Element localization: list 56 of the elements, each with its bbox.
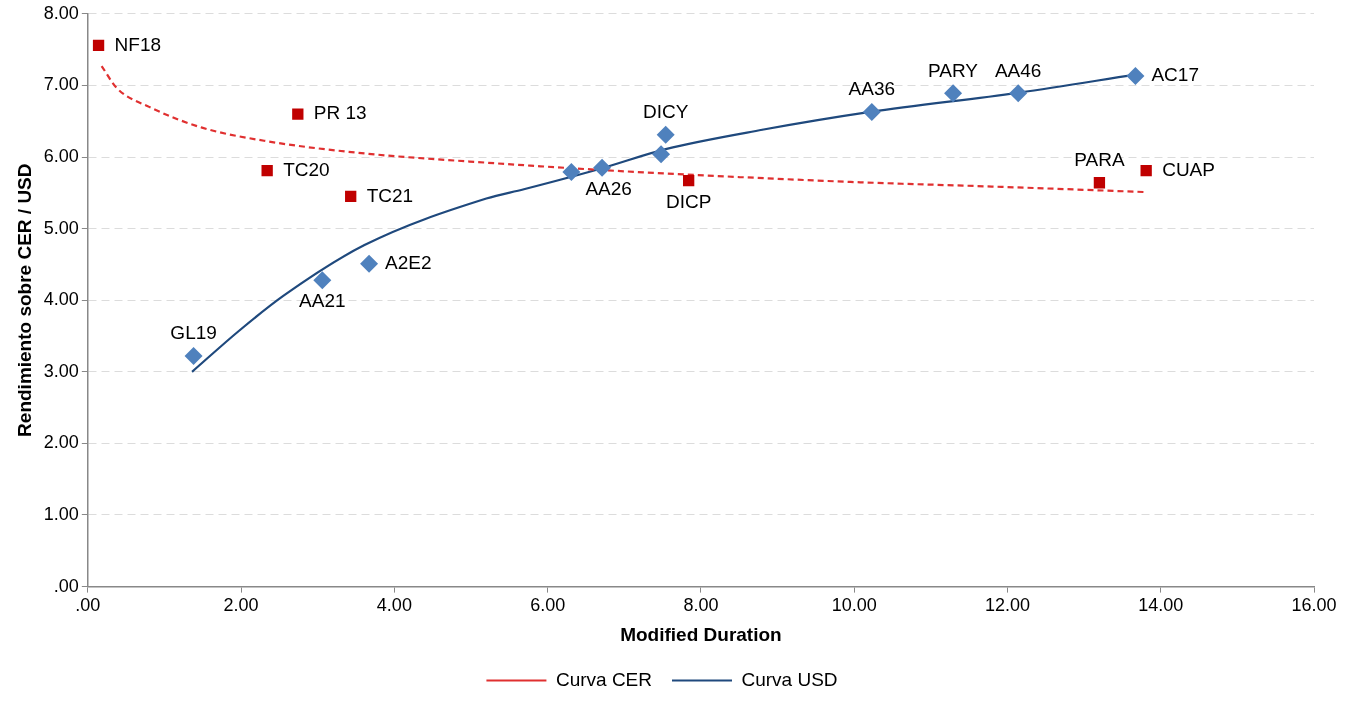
- point: [184, 347, 203, 366]
- point: [652, 145, 671, 164]
- point: [1093, 177, 1106, 189]
- point: [683, 174, 695, 187]
- point: [862, 102, 881, 121]
- annotation: AA26: [585, 178, 632, 200]
- point: [656, 125, 675, 144]
- annotation: AC17: [1151, 64, 1199, 86]
- point: [345, 190, 357, 203]
- point: [593, 158, 612, 177]
- point: [1126, 67, 1145, 86]
- annotation: PR 13: [313, 102, 367, 124]
- y-tick-label: 4.00: [43, 289, 79, 310]
- annotation: PARA: [1074, 149, 1125, 171]
- y-tick-label: 2.00: [43, 432, 79, 453]
- x-tick-label: 14.00: [1138, 595, 1184, 616]
- annotation: NF18: [114, 33, 162, 55]
- annotation: DICP: [665, 190, 712, 212]
- point: [313, 271, 332, 290]
- point: [92, 39, 105, 51]
- x-tick-label: 10.00: [831, 595, 877, 616]
- y-tick-label: .00: [53, 575, 79, 596]
- annotation: GL19: [170, 322, 217, 344]
- point: [1140, 164, 1152, 177]
- y-tick-label: 8.00: [43, 2, 79, 23]
- x-tick-label: 8.00: [683, 595, 719, 616]
- x-tick-label: 2.00: [223, 595, 259, 616]
- annotation: AA46: [994, 59, 1042, 81]
- point: [944, 84, 963, 103]
- point: [292, 108, 304, 120]
- annotation: AA21: [299, 290, 346, 312]
- annotation: PARY: [928, 59, 979, 81]
- legend-label: Curva USD: [741, 668, 838, 690]
- y-tick-label: 7.00: [43, 74, 79, 95]
- y-tick-label: 3.00: [43, 360, 79, 381]
- x-tick-label: 12.00: [984, 595, 1030, 616]
- annotation: TC20: [283, 158, 330, 180]
- y-tick-label: 6.00: [43, 145, 79, 166]
- annotation: AA36: [848, 78, 896, 100]
- point: [1009, 84, 1028, 103]
- x-tick-label: .00: [75, 595, 101, 616]
- y-axis-title: Rendimiento sobre CER / USD: [13, 163, 35, 437]
- x-tick-label: 4.00: [376, 595, 412, 616]
- annotation: TC21: [366, 184, 414, 206]
- point: [562, 163, 581, 182]
- annotation: A2E2: [385, 251, 432, 273]
- annotation: DICY: [642, 101, 689, 123]
- x-tick-label: 16.00: [1291, 595, 1337, 616]
- y-tick-label: 5.00: [43, 217, 79, 238]
- annotation: CUAP: [1162, 158, 1215, 180]
- x-tick-label: 6.00: [530, 595, 566, 616]
- point: [261, 164, 273, 177]
- x-axis-title: Modified Duration: [620, 623, 782, 645]
- point: [360, 254, 379, 273]
- y-tick-label: 1.00: [43, 503, 79, 524]
- legend-label: Curva CER: [555, 668, 652, 690]
